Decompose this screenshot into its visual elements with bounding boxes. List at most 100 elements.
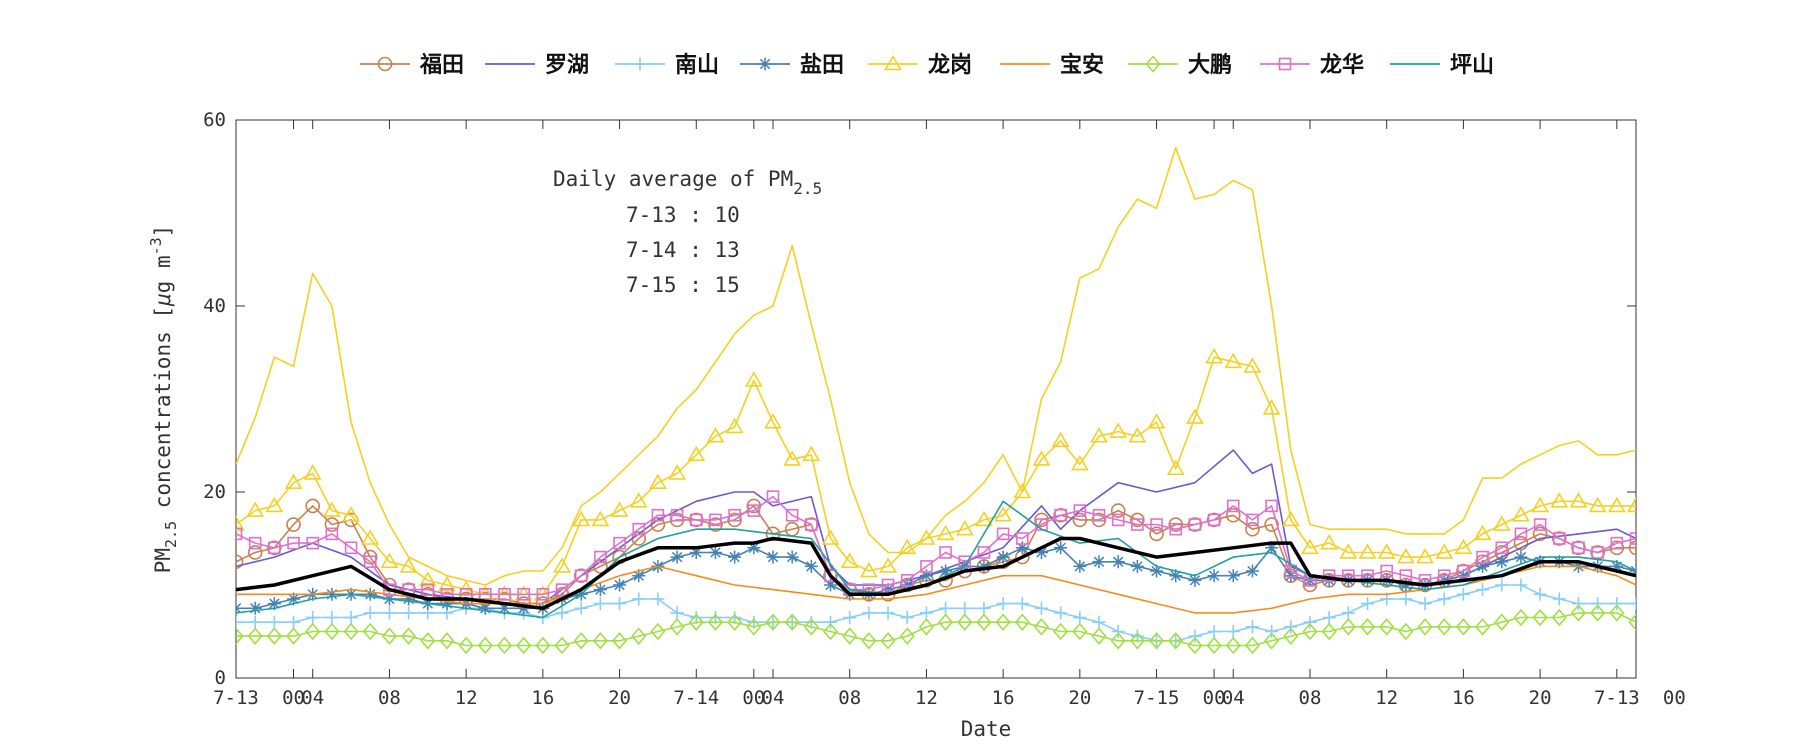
- data-point-7: [498, 587, 511, 601]
- x-tick-label: 04: [301, 687, 324, 709]
- annotation-title-sub: 2.5: [793, 179, 822, 198]
- data-point-4: [1396, 547, 1415, 564]
- series-line-8: [236, 500, 1636, 619]
- data-point-6: [650, 622, 666, 641]
- data-point-6: [554, 636, 570, 655]
- data-point-7: [1188, 518, 1202, 531]
- data-point-6: [1264, 632, 1280, 650]
- data-point-4: [1627, 496, 1636, 513]
- data-point-4: [1186, 408, 1204, 424]
- data-point-7: [996, 527, 1010, 541]
- data-point-4: [764, 413, 782, 429]
- data-point-6: [880, 632, 896, 650]
- data-point-7: [1514, 527, 1528, 541]
- data-point-6: [362, 622, 378, 641]
- data-point-6: [957, 613, 973, 631]
- data-point-6: [1168, 632, 1184, 650]
- data-point-2: [1476, 583, 1490, 597]
- data-point-6: [803, 618, 819, 636]
- data-point-2: [1245, 620, 1259, 634]
- data-point-3: [804, 559, 818, 573]
- data-point-7: [689, 513, 703, 527]
- legend-label: 南山: [675, 53, 719, 78]
- data-point-7: [1054, 508, 1067, 522]
- data-point-0: [1053, 507, 1068, 523]
- data-point-3: [1073, 559, 1087, 573]
- data-point-4: [1051, 431, 1070, 448]
- data-point-2: [287, 615, 301, 629]
- data-point-7: [1207, 513, 1221, 527]
- data-point-3: [670, 550, 684, 564]
- data-point-2: [632, 592, 646, 606]
- data-point-6: [1091, 627, 1107, 645]
- data-point-6: [1532, 608, 1548, 627]
- data-point-3: [900, 578, 914, 592]
- data-point-4: [1377, 543, 1396, 559]
- data-point-7: [920, 560, 933, 573]
- data-point-2: [1073, 611, 1087, 625]
- data-point-4: [1607, 496, 1626, 513]
- data-point-7: [824, 569, 837, 583]
- data-point-2: [1188, 629, 1202, 643]
- x-tick-label: 04: [762, 687, 785, 709]
- x-tick-label: 12: [915, 687, 938, 709]
- data-point-6: [381, 627, 397, 645]
- data-point-3: [919, 569, 933, 583]
- data-point-4: [1224, 352, 1243, 369]
- data-point-0: [669, 512, 685, 528]
- data-point-4: [1531, 496, 1549, 513]
- data-point-4: [898, 538, 917, 555]
- data-point-4: [1358, 543, 1377, 559]
- data-point-6: [995, 613, 1011, 631]
- data-point-4: [1205, 348, 1223, 364]
- data-point-7: [728, 508, 741, 522]
- data-point-6: [1609, 604, 1625, 622]
- data-point-7: [1284, 564, 1298, 578]
- data-point-2: [555, 606, 569, 620]
- data-point-3: [977, 559, 991, 573]
- data-point-7: [1092, 508, 1106, 522]
- y-axis-label-part: μ: [151, 293, 175, 307]
- data-point-4: [994, 506, 1013, 522]
- x-tick-label: 20: [608, 687, 631, 709]
- annotation-line: 7-13 : 10: [626, 203, 740, 227]
- data-point-4: [1032, 450, 1051, 466]
- x-tick-label: 12: [1375, 687, 1398, 709]
- x-tick-label: 08: [378, 687, 401, 709]
- data-point-3: [632, 569, 646, 583]
- data-point-6: [343, 622, 359, 641]
- data-point-4: [1588, 496, 1607, 513]
- data-point-7: [306, 536, 320, 550]
- data-point-7: [939, 546, 952, 559]
- data-point-2: [1111, 625, 1125, 638]
- data-point-3: [1495, 555, 1509, 569]
- data-point-6: [1340, 618, 1356, 636]
- legend-marker: [758, 57, 772, 71]
- data-point-2: [977, 601, 991, 615]
- data-point-2: [1629, 597, 1636, 611]
- data-point-6: [1187, 636, 1203, 655]
- data-point-3: [766, 550, 780, 564]
- data-point-4: [572, 510, 591, 527]
- data-point-4: [1243, 357, 1262, 373]
- data-point-4: [936, 524, 955, 541]
- data-point-4: [840, 552, 859, 569]
- data-point-4: [879, 557, 897, 573]
- legend-marker: [1145, 55, 1161, 73]
- data-point-2: [236, 615, 243, 629]
- data-point-7: [1552, 532, 1566, 545]
- data-point-0: [1532, 526, 1548, 542]
- data-point-3: [939, 564, 953, 578]
- data-point-4: [955, 520, 974, 536]
- data-point-4: [1166, 459, 1185, 476]
- data-point-2: [306, 611, 320, 625]
- legend-marker: [1278, 57, 1292, 71]
- data-point-4: [323, 501, 341, 517]
- data-point-4: [629, 492, 648, 508]
- series-line-5: [236, 565, 1636, 614]
- data-point-2: [1456, 587, 1470, 601]
- data-point-6: [918, 618, 934, 636]
- series-line-6: [236, 612, 1636, 647]
- envelope-line: [236, 147, 1636, 586]
- data-point-3: [402, 592, 416, 606]
